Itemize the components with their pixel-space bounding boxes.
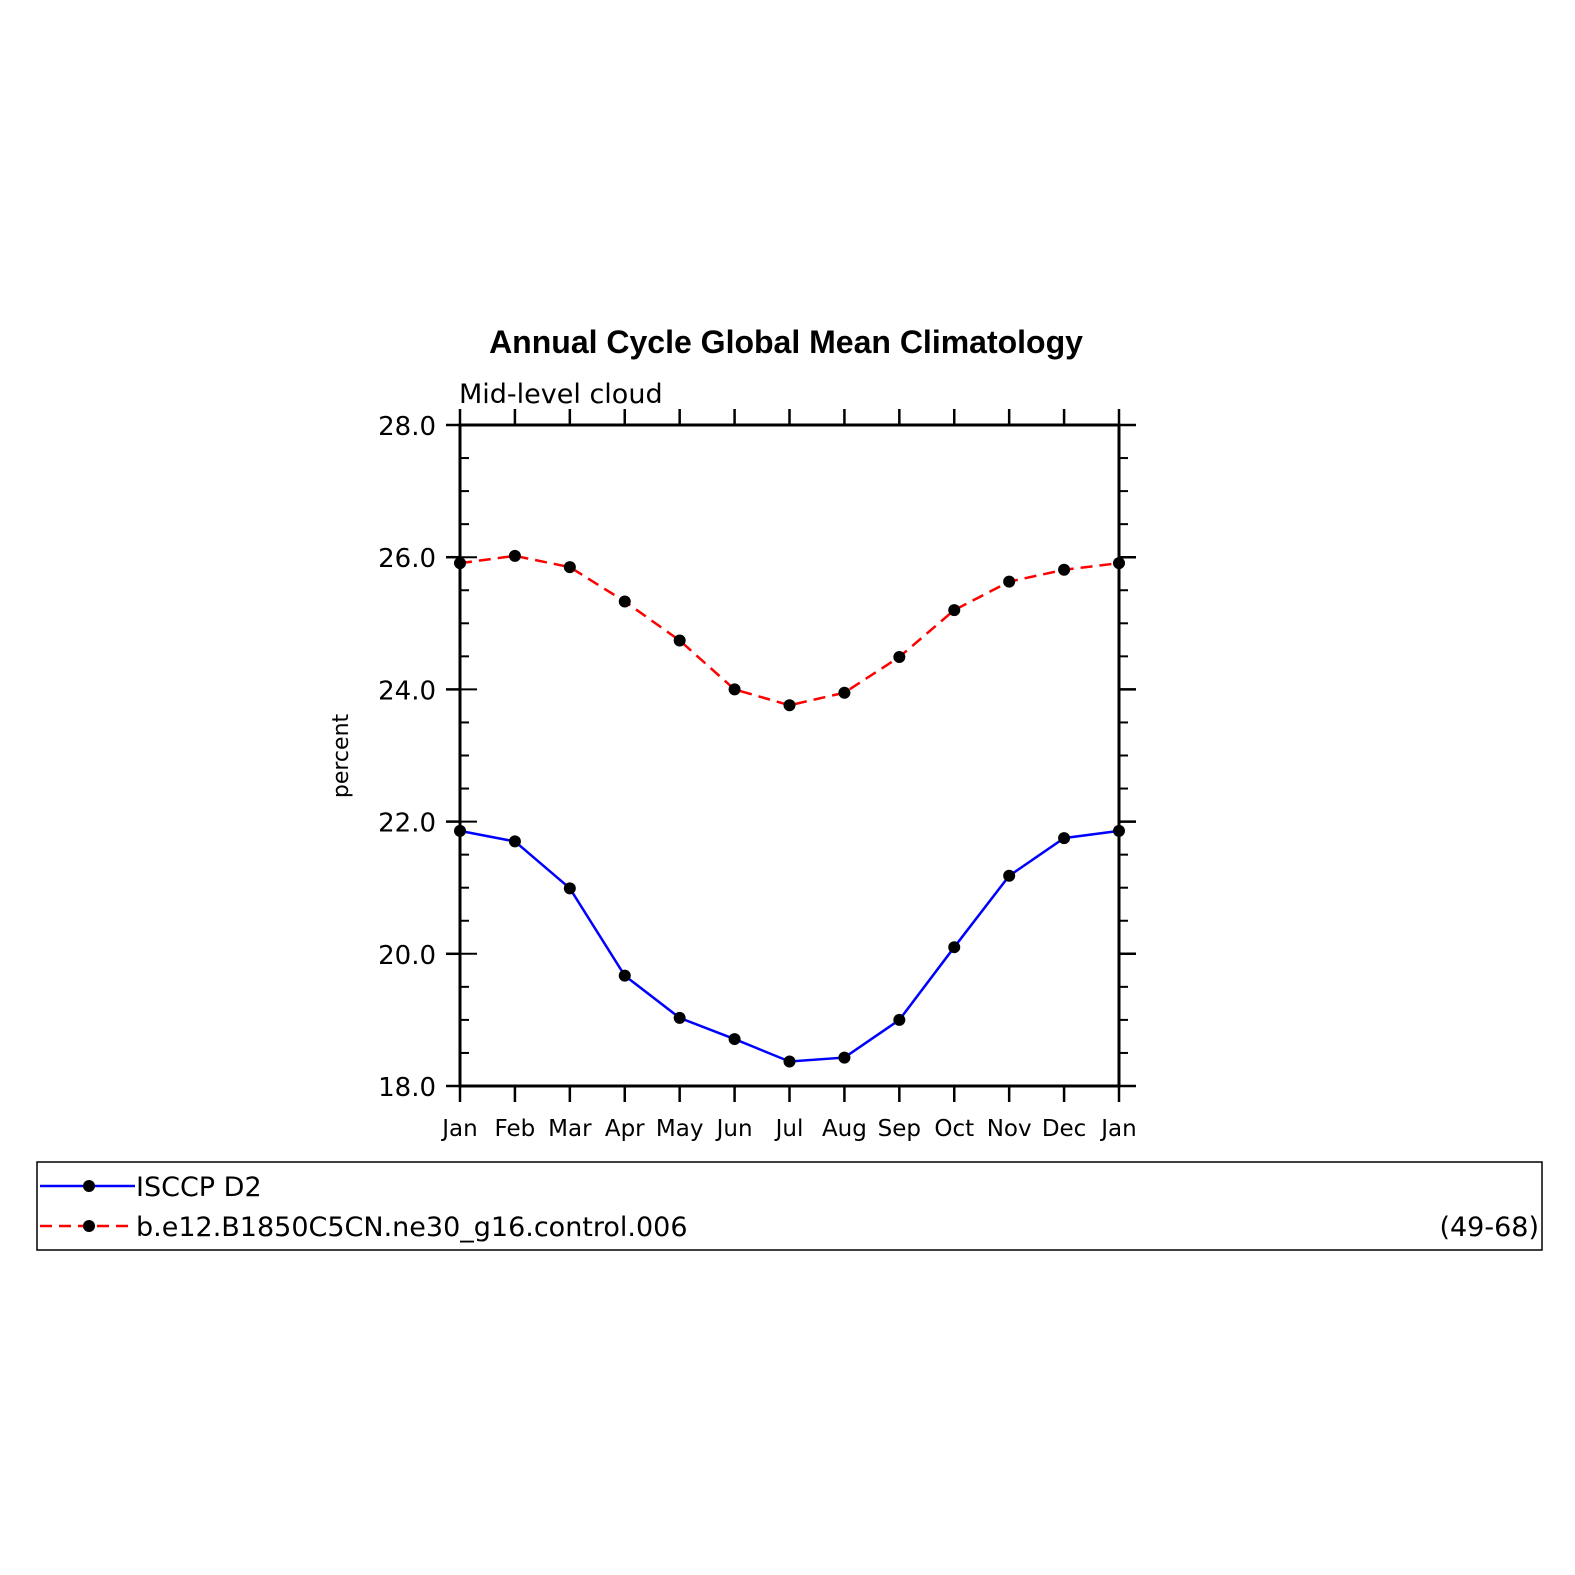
- legend-label-model: b.e12.B1850C5CN.ne30_g16.control.006: [136, 1212, 688, 1243]
- data-point: [948, 941, 961, 954]
- data-point: [618, 969, 631, 982]
- y-tick-label: 20.0: [378, 941, 436, 971]
- x-tick-label: Apr: [605, 1116, 645, 1142]
- data-point: [1003, 575, 1016, 588]
- x-tick-label: Jan: [440, 1116, 477, 1142]
- x-tick-label: Sep: [878, 1116, 921, 1142]
- data-point: [673, 634, 686, 647]
- data-point: [563, 561, 576, 574]
- data-point: [1058, 832, 1071, 845]
- data-point: [893, 651, 906, 664]
- data-point: [838, 1051, 851, 1064]
- chart-subtitle: Mid-level cloud: [459, 379, 663, 410]
- plot-frame: [458, 423, 1121, 1088]
- y-axis-label: percent: [329, 713, 354, 798]
- x-tick-label: Jul: [774, 1116, 804, 1142]
- data-point: [728, 683, 741, 696]
- x-tick-label: Jan: [1099, 1116, 1136, 1142]
- data-point: [508, 549, 521, 562]
- x-tick-label: Feb: [495, 1116, 536, 1142]
- legend-annotation-model: (49-68): [1439, 1212, 1539, 1243]
- data-point: [783, 699, 796, 712]
- legend: ISCCP D2 b.e12.B1850C5CN.ne30_g16.contro…: [36, 1161, 1543, 1251]
- data-point: [508, 835, 521, 848]
- x-tick-label: May: [656, 1116, 704, 1142]
- data-point: [1003, 869, 1016, 882]
- x-tick-label: Oct: [934, 1116, 974, 1142]
- x-tick-label: Jun: [715, 1116, 753, 1142]
- data-point: [618, 595, 631, 608]
- y-tick-label: 22.0: [378, 809, 436, 839]
- chart-title: Annual Cycle Global Mean Climatology: [489, 324, 1083, 360]
- data-point: [948, 604, 961, 617]
- x-tick-label: Dec: [1042, 1116, 1087, 1142]
- y-tick-label: 18.0: [378, 1073, 436, 1103]
- x-tick-label: Nov: [987, 1116, 1032, 1142]
- data-point: [838, 686, 851, 699]
- series-line-1: [459, 554, 1120, 707]
- data-point: [728, 1033, 741, 1046]
- x-tick-group: Jan Feb Mar Apr May Jun Jul Aug Sep Oct Nov Dec Jan: [440, 409, 1137, 1142]
- data-point: [893, 1013, 906, 1026]
- series-line-0: [459, 829, 1120, 1063]
- legend-marker-isccp: [83, 1180, 95, 1192]
- data-point: [1058, 563, 1071, 576]
- x-tick-label: Mar: [548, 1116, 592, 1142]
- legend-marker-model: [83, 1220, 95, 1232]
- y-tick-group: 18.0 20.0 22.0 24.0 26.0 28.0: [378, 412, 1136, 1103]
- data-point: [783, 1055, 796, 1068]
- legend-box: [36, 1161, 1543, 1251]
- legend-label-isccp: ISCCP D2: [136, 1172, 262, 1203]
- data-point: [673, 1011, 686, 1024]
- y-tick-label: 28.0: [378, 412, 436, 442]
- y-tick-label: 24.0: [378, 676, 436, 706]
- x-tick-label: Aug: [822, 1116, 867, 1142]
- y-tick-label: 26.0: [378, 544, 436, 574]
- data-point: [563, 882, 576, 895]
- series-group: [454, 549, 1125, 1068]
